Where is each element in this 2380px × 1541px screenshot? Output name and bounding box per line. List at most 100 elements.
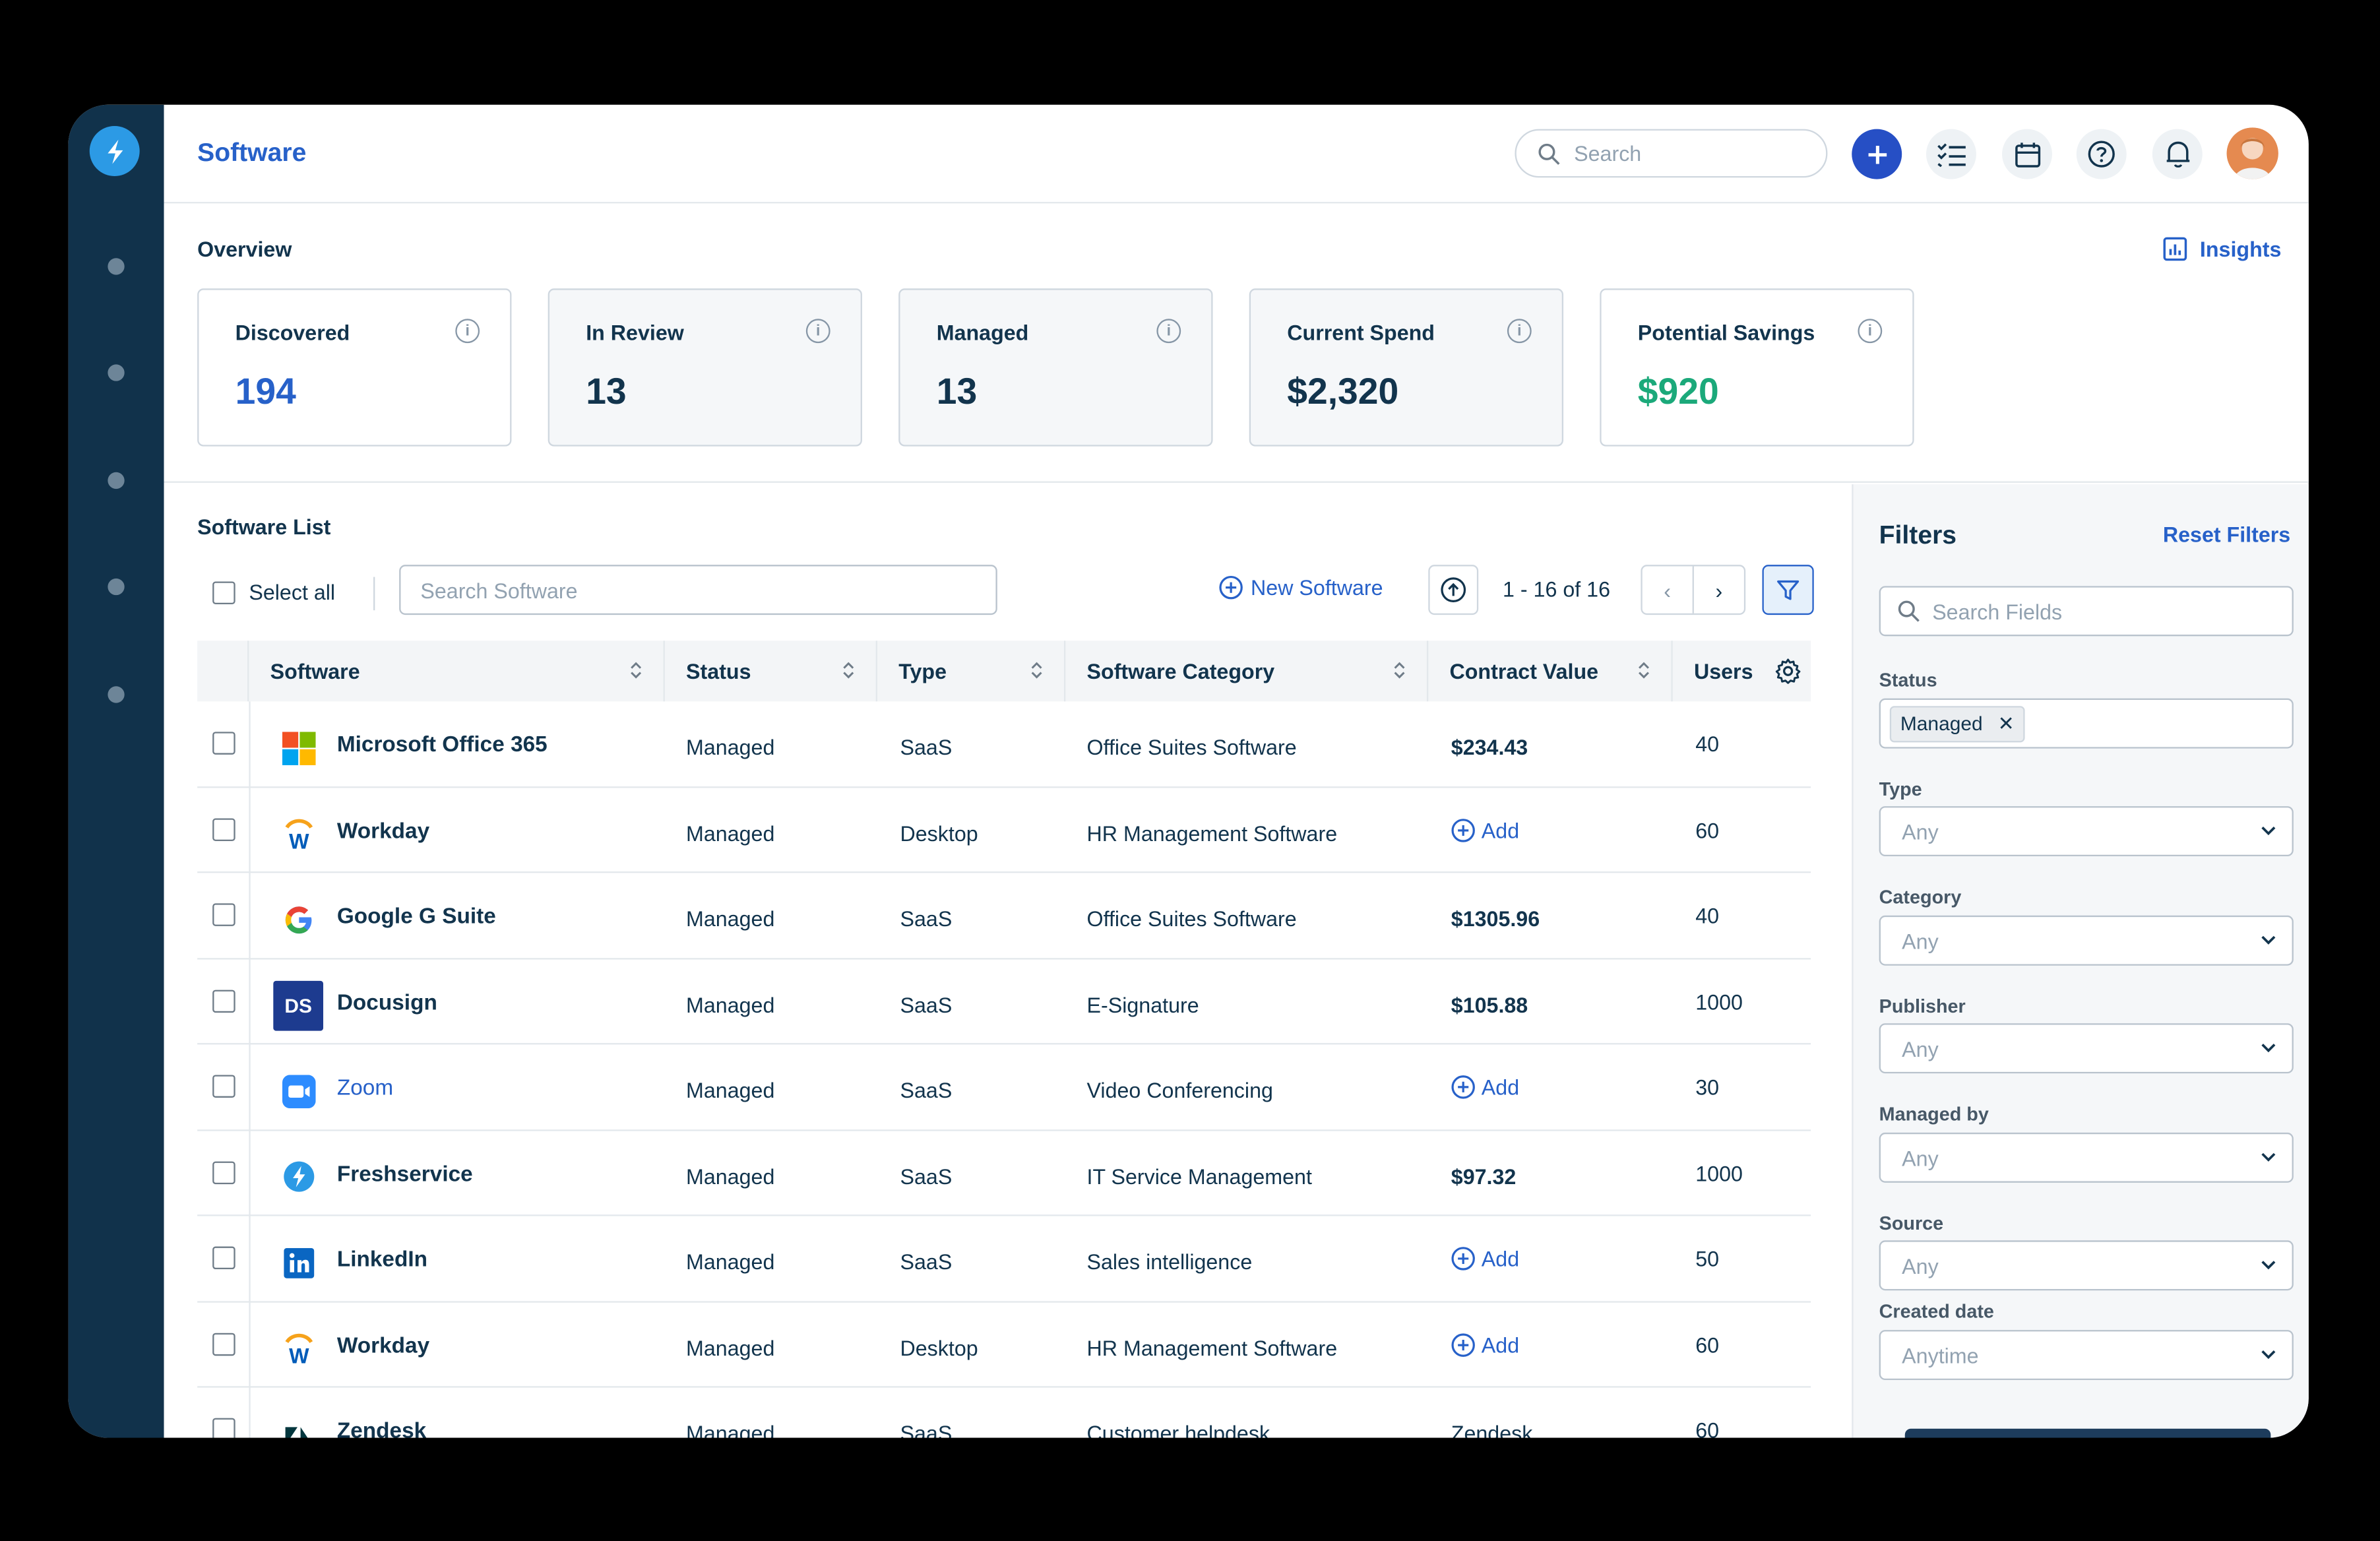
add-contract-button[interactable]: Add bbox=[1451, 1075, 1519, 1099]
stat-card-in-review[interactable]: In Review 13 i bbox=[548, 288, 862, 447]
stat-value: $920 bbox=[1637, 371, 1719, 414]
reset-filters-link[interactable]: Reset Filters bbox=[2162, 522, 2291, 547]
nav-dot-3[interactable] bbox=[108, 472, 125, 489]
software-name[interactable]: Zoom bbox=[336, 1076, 394, 1101]
plus-icon bbox=[1867, 144, 1887, 164]
sort-icon[interactable] bbox=[1030, 660, 1042, 680]
row-checkbox[interactable] bbox=[212, 1075, 235, 1098]
stat-card-discovered[interactable]: Discovered 194 i bbox=[197, 288, 512, 447]
column-header-status[interactable]: Status bbox=[665, 641, 877, 702]
column-header-type[interactable]: Type bbox=[877, 641, 1066, 702]
software-name[interactable]: Freshservice bbox=[336, 1162, 473, 1187]
remove-chip-icon[interactable]: ✕ bbox=[1997, 711, 2015, 734]
calendar-icon bbox=[2015, 142, 2040, 167]
sort-icon[interactable] bbox=[842, 660, 854, 680]
row-checkbox[interactable] bbox=[212, 1246, 235, 1270]
table-row[interactable]: Zoom Managed SaaS Video Conferencing Add… bbox=[197, 1044, 1811, 1131]
table-row[interactable]: LinkedIn Managed SaaS Sales intelligence… bbox=[197, 1216, 1811, 1302]
add-contract-button[interactable]: Add bbox=[1451, 1333, 1519, 1356]
column-header-software-category[interactable]: Software Category bbox=[1065, 641, 1429, 702]
table-row[interactable]: Zendesk Managed SaaS Customer helpdesk Z… bbox=[197, 1388, 1811, 1438]
stat-card-current-spend[interactable]: Current Spend $2,320 i bbox=[1249, 288, 1564, 447]
avatar[interactable] bbox=[2226, 127, 2278, 179]
search-fields-input[interactable]: Search Fields bbox=[1879, 586, 2294, 637]
overview-section: Overview Insights Discovered 194 i In Re… bbox=[164, 203, 2309, 483]
workday-icon: W bbox=[273, 809, 323, 859]
add-contract-button[interactable]: Add bbox=[1451, 1247, 1519, 1271]
chevron-down-icon bbox=[2261, 827, 2276, 836]
created-date-filter-select[interactable]: Anytime bbox=[1879, 1330, 2294, 1381]
info-icon[interactable]: i bbox=[1156, 319, 1181, 344]
info-icon[interactable]: i bbox=[1507, 319, 1532, 344]
nav-dot-1[interactable] bbox=[108, 258, 125, 275]
nav-dot-5[interactable] bbox=[108, 686, 125, 703]
next-page-button[interactable]: › bbox=[1715, 577, 1723, 602]
main-area: Software Search bbox=[164, 105, 2309, 1438]
insights-link[interactable]: Insights bbox=[2164, 237, 2281, 261]
column-header-users[interactable]: Users bbox=[1673, 641, 1811, 701]
upload-button[interactable] bbox=[1428, 565, 1479, 615]
info-icon[interactable]: i bbox=[1858, 319, 1883, 344]
plus-circle-icon bbox=[1451, 818, 1475, 842]
filter-label-type: Type bbox=[1879, 778, 1922, 800]
row-checkbox[interactable] bbox=[212, 1418, 235, 1438]
software-name[interactable]: Workday bbox=[336, 819, 430, 844]
software-name[interactable]: Zendesk bbox=[336, 1419, 427, 1438]
global-search-input[interactable]: Search bbox=[1515, 129, 1828, 178]
table-row[interactable]: W Workday Managed Desktop HR Management … bbox=[197, 787, 1811, 873]
software-name[interactable]: Microsoft Office 365 bbox=[336, 733, 548, 758]
table-row[interactable]: W Workday Managed Desktop HR Management … bbox=[197, 1302, 1811, 1388]
add-button[interactable] bbox=[1852, 129, 1902, 179]
sort-icon[interactable] bbox=[1393, 660, 1405, 680]
row-checkbox[interactable] bbox=[212, 1160, 235, 1184]
filters-title: Filters bbox=[1879, 520, 1957, 550]
software-name[interactable]: Docusign bbox=[336, 990, 437, 1015]
gear-icon[interactable] bbox=[1774, 658, 1801, 685]
notifications-button[interactable] bbox=[2152, 129, 2203, 179]
stat-value: 194 bbox=[235, 371, 296, 414]
help-button[interactable] bbox=[2076, 129, 2127, 179]
table-row[interactable]: Microsoft Office 365 Managed SaaS Office… bbox=[197, 701, 1811, 788]
table-row[interactable]: Google G Suite Managed SaaS Office Suite… bbox=[197, 873, 1811, 959]
table-row[interactable]: Freshservice Managed SaaS IT Service Man… bbox=[197, 1130, 1811, 1216]
software-name[interactable]: Google G Suite bbox=[336, 904, 496, 929]
stat-card-potential-savings[interactable]: Potential Savings $920 i bbox=[1600, 288, 1914, 447]
chevron-down-icon bbox=[2261, 1261, 2276, 1270]
category-filter-select[interactable]: Any bbox=[1879, 915, 2294, 966]
checkbox[interactable] bbox=[212, 581, 235, 604]
sort-icon[interactable] bbox=[1638, 660, 1650, 680]
stat-card-managed[interactable]: Managed 13 i bbox=[898, 288, 1213, 447]
source-filter-select[interactable]: Any bbox=[1879, 1240, 2294, 1291]
tasks-button[interactable] bbox=[1926, 129, 1976, 179]
software-name[interactable]: Workday bbox=[336, 1333, 430, 1358]
row-checkbox[interactable] bbox=[212, 989, 235, 1012]
status-filter-input[interactable]: Managed ✕ bbox=[1879, 698, 2294, 749]
publisher-filter-select[interactable]: Any bbox=[1879, 1023, 2294, 1074]
prev-page-button[interactable]: ‹ bbox=[1643, 566, 1694, 613]
info-icon[interactable]: i bbox=[455, 319, 480, 344]
nav-dot-4[interactable] bbox=[108, 578, 125, 596]
row-checkbox[interactable] bbox=[212, 732, 235, 755]
column-header-contract-value[interactable]: Contract Value bbox=[1428, 641, 1673, 702]
row-checkbox[interactable] bbox=[212, 903, 235, 926]
managed-by-filter-select[interactable]: Any bbox=[1879, 1132, 2294, 1183]
search-icon bbox=[1538, 142, 1560, 164]
new-software-button[interactable]: New Software bbox=[1219, 575, 1383, 600]
info-icon[interactable]: i bbox=[805, 319, 830, 344]
sort-icon[interactable] bbox=[630, 660, 642, 680]
freshservice-logo-icon[interactable] bbox=[89, 126, 140, 176]
filter-toggle-button[interactable] bbox=[1762, 565, 1814, 615]
insights-chart-icon bbox=[2164, 237, 2187, 261]
add-contract-button[interactable]: Add bbox=[1451, 817, 1519, 842]
table-row[interactable]: DS Docusign Managed SaaS E-Signature $10… bbox=[197, 959, 1811, 1045]
column-header-software[interactable]: Software bbox=[249, 641, 665, 702]
row-checkbox[interactable] bbox=[212, 1332, 235, 1356]
search-software-input[interactable]: Search Software bbox=[399, 565, 997, 615]
software-name[interactable]: LinkedIn bbox=[336, 1247, 428, 1273]
row-checkbox[interactable] bbox=[212, 817, 235, 840]
nav-dot-2[interactable] bbox=[108, 364, 125, 381]
calendar-button[interactable] bbox=[2002, 129, 2052, 179]
select-all-checkbox[interactable]: Select all bbox=[212, 580, 335, 604]
type-filter-select[interactable]: Any bbox=[1879, 806, 2294, 857]
apply-filters-button[interactable] bbox=[1904, 1428, 2271, 1438]
